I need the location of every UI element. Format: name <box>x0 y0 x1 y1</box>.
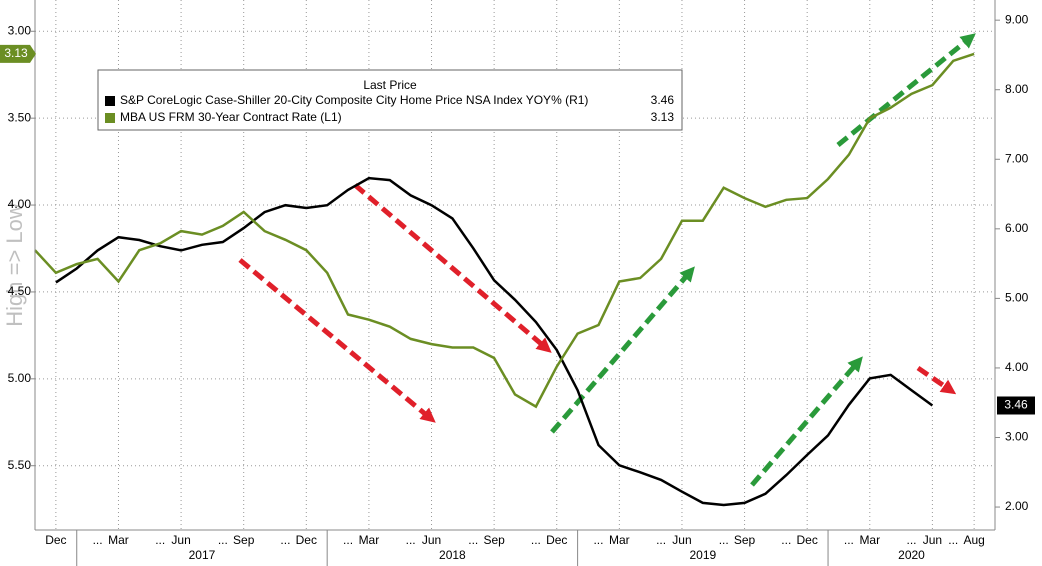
x-tick-label: ... <box>656 533 666 547</box>
x-tick-label: Sep <box>483 533 505 547</box>
year-label: 2020 <box>898 548 925 562</box>
year-label: 2018 <box>439 548 466 562</box>
y-tick-label: 4.00 <box>8 197 32 211</box>
y2-tick-label: 5.00 <box>1005 291 1029 305</box>
y-tick-label: 5.50 <box>8 458 32 472</box>
x-tick-label: Dec <box>296 533 317 547</box>
x-tick-label: Jun <box>171 533 190 547</box>
legend-label: MBA US FRM 30-Year Contract Rate (L1) <box>120 110 342 124</box>
x-tick-label: Dec <box>797 533 818 547</box>
x-tick-label: ... <box>781 533 791 547</box>
last-value-label: 3.46 <box>1004 398 1028 412</box>
x-tick-label: Mar <box>859 533 880 547</box>
y-tick-label: 3.50 <box>8 110 32 124</box>
x-tick-label: Dec <box>45 533 66 547</box>
year-label: 2017 <box>189 548 216 562</box>
y2-tick-label: 8.00 <box>1005 82 1029 96</box>
x-tick-label: ... <box>844 533 854 547</box>
series-line <box>34 52 975 409</box>
y2-tick-label: 9.00 <box>1005 12 1029 26</box>
y2-tick-label: 2.00 <box>1005 499 1029 513</box>
y2-tick-label: 7.00 <box>1005 151 1029 165</box>
trend-arrows <box>238 33 976 487</box>
x-tick-label: ... <box>218 533 228 547</box>
x-tick-label: ... <box>343 533 353 547</box>
legend-value: 3.13 <box>651 110 675 124</box>
x-tick-label: ... <box>93 533 103 547</box>
tags: 3.46 3.13 <box>0 44 1035 415</box>
x-tick-label: Jun <box>422 533 441 547</box>
x-tick-label: ... <box>719 533 729 547</box>
x-tick-label: Jun <box>923 533 942 547</box>
legend-label: S&P CoreLogic Case-Shiller 20-City Compo… <box>120 93 588 107</box>
x-tick-label: Dec <box>546 533 567 547</box>
x-tick-label: ... <box>907 533 917 547</box>
lines <box>34 52 975 507</box>
x-tick-label: ... <box>155 533 165 547</box>
y-tick-label: 3.00 <box>8 23 32 37</box>
legend-title: Last Price <box>363 78 417 92</box>
y2-tick-label: 6.00 <box>1005 221 1029 235</box>
x-tick-label: ... <box>406 533 416 547</box>
legend-value: 3.46 <box>651 93 675 107</box>
arrow <box>836 33 976 147</box>
last-value-label: 3.13 <box>4 46 28 60</box>
arrow <box>750 356 863 487</box>
x-tick-label: Sep <box>233 533 255 547</box>
y-tick-label: 4.50 <box>8 284 32 298</box>
arrow <box>916 365 957 395</box>
x-tick-label: ... <box>593 533 603 547</box>
x-tick-label: Mar <box>108 533 129 547</box>
x-tick-label: Aug <box>963 533 984 547</box>
x-tick-label: Mar <box>609 533 630 547</box>
x-tick-label: Mar <box>359 533 380 547</box>
legend-swatch <box>105 96 115 106</box>
y2-tick-label: 3.00 <box>1005 430 1029 444</box>
legend-swatch <box>105 113 115 123</box>
last-value-tag <box>0 44 36 63</box>
legend-box <box>97 69 683 131</box>
last-value-tag <box>997 396 1035 415</box>
series-line <box>55 176 934 507</box>
x-tick-label: ... <box>468 533 478 547</box>
x-tick-label: ... <box>280 533 290 547</box>
x-tick-label: ... <box>531 533 541 547</box>
arrow <box>238 258 436 423</box>
y-axis-label: High => Low <box>2 203 27 327</box>
y2-tick-label: 4.00 <box>1005 360 1029 374</box>
y-tick-label: 5.00 <box>8 371 32 385</box>
x-tick-label: ... <box>948 533 958 547</box>
arrow <box>353 183 552 353</box>
x-tick-label: Sep <box>734 533 756 547</box>
x-tick-label: Jun <box>672 533 691 547</box>
year-label: 2019 <box>689 548 716 562</box>
legend: Last Price S&P CoreLogic Case-Shiller 20… <box>97 69 683 131</box>
